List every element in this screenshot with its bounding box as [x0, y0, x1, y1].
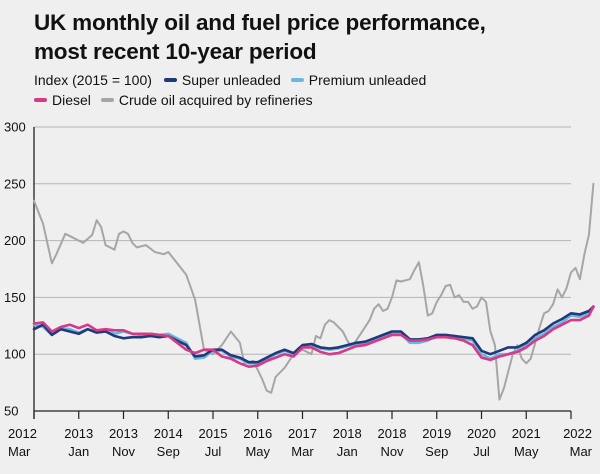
x-tick-year-2015-07: 2015 [199, 426, 228, 441]
legend-item-super-unleaded: Super unleaded [163, 70, 281, 90]
legend-item-crude-oil: Crude oil acquired by refineries [100, 90, 313, 110]
legend-item-diesel: Diesel [34, 90, 91, 110]
x-tick-month-2013-01: Jan [68, 444, 89, 459]
series-line-diesel [32, 305, 595, 368]
x-tick-month-2015-07: Jul [205, 444, 222, 459]
legend-swatch-premium-unleaded [290, 78, 304, 82]
x-tick-year-2017-03: 2017 [288, 426, 317, 441]
x-tick-year-2018-11: 2018 [378, 426, 407, 441]
y-tick-label-200: 200 [4, 233, 26, 248]
x-tick-month-2018-11: Nov [380, 444, 404, 459]
x-tick-month-2019-09: Sep [425, 444, 448, 459]
x-tick-year-2013-11: 2013 [109, 426, 138, 441]
y-tick-label-50: 50 [4, 404, 18, 419]
legend-swatch-diesel [34, 98, 47, 102]
legend-label-crude-oil: Crude oil acquired by refineries [118, 92, 313, 108]
chart-title-line2: most recent 10-year period [34, 39, 317, 64]
x-tick-month-2013-11: Nov [112, 444, 136, 459]
x-tick-month-2021-05: May [514, 444, 539, 459]
x-tick-year-2020-07: 2020 [467, 426, 496, 441]
legend-row-1: Index (2015 = 100) Super unleaded Premiu… [34, 70, 594, 90]
x-tick-month-2014-09: Sep [157, 444, 180, 459]
legend: Index (2015 = 100) Super unleaded Premiu… [34, 70, 594, 110]
chart-title-line1: UK monthly oil and fuel price performanc… [34, 10, 486, 35]
legend-swatch-crude-oil [100, 98, 114, 102]
y-tick-label-300: 300 [4, 120, 26, 135]
x-tick-year-2019-09: 2019 [422, 426, 451, 441]
x-tick-month-2018-01: Jan [337, 444, 358, 459]
x-tick-month-2022-03: Mar [570, 444, 593, 459]
legend-swatch-super-unleaded [163, 78, 177, 82]
legend-label-super-unleaded: Super unleaded [181, 72, 281, 88]
x-tick-year-2018-01: 2018 [333, 426, 362, 441]
legend-label-diesel: Diesel [52, 92, 91, 108]
x-tick-month-2017-03: Mar [291, 444, 314, 459]
x-tick-month-2020-07: Jul [473, 444, 490, 459]
series-line-crude-oil-acquired-by-refineries [33, 182, 595, 401]
legend-index-label: Index (2015 = 100) [34, 72, 152, 88]
legend-item-premium-unleaded: Premium unleaded [290, 70, 427, 90]
y-tick-label-250: 250 [4, 176, 26, 191]
x-tick-year-2013-01: 2013 [64, 426, 93, 441]
y-tick-label-150: 150 [4, 290, 26, 305]
x-tick-month-2016-05: May [245, 444, 270, 459]
x-tick-year-2012-03: 2012 [8, 426, 37, 441]
x-tick-year-2016-05: 2016 [243, 426, 272, 441]
legend-row-2: Diesel Crude oil acquired by refineries [34, 90, 594, 110]
y-tick-label-100: 100 [4, 347, 26, 362]
chart-title: UK monthly oil and fuel price performanc… [34, 8, 574, 66]
series-line-super-unleaded [32, 305, 595, 364]
x-tick-year-2014-09: 2014 [154, 426, 183, 441]
legend-label-premium-unleaded: Premium unleaded [308, 72, 427, 88]
x-tick-year-2021-05: 2021 [512, 426, 541, 441]
x-tick-year-2022-03: 2022 [563, 426, 592, 441]
x-tick-month-2012-03: Mar [8, 444, 31, 459]
